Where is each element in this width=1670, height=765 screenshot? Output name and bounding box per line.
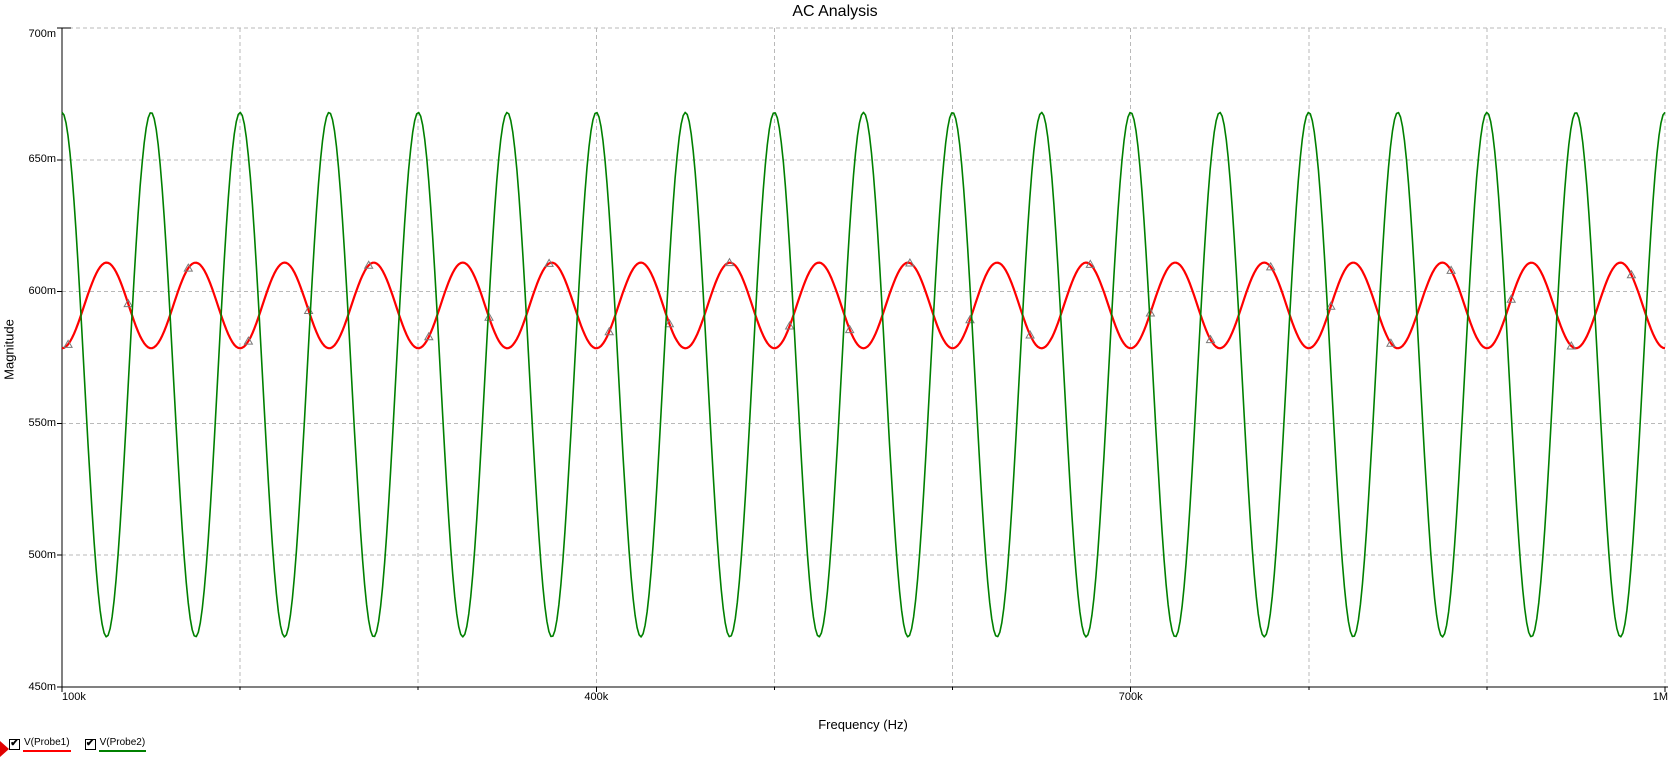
trace-legend: ✔ V(Probe1) ✔ V(Probe2) — [9, 737, 147, 752]
chart-title: AC Analysis — [792, 3, 878, 20]
y-tick-label: 500m — [28, 548, 56, 561]
y-tick-label: 550m — [28, 416, 56, 429]
legend-item: ✔ V(Probe2) — [84, 737, 147, 752]
y-tick-label: 450m — [28, 680, 56, 693]
trace-point-markers — [63, 257, 1637, 350]
x-tick-label: 700k — [1118, 691, 1143, 703]
trace-visibility-checkbox[interactable]: ✔ — [9, 738, 20, 750]
y-tick-label: 700m — [28, 28, 56, 40]
x-tick-label: 100k — [62, 691, 86, 703]
trace-label[interactable]: V(Probe1) — [23, 737, 71, 752]
trace-visibility-checkbox[interactable]: ✔ — [84, 738, 96, 750]
trace-label[interactable]: V(Probe2) — [98, 737, 147, 752]
x-tick-label: 1M — [1652, 691, 1668, 703]
active-trace-arrow-icon — [0, 741, 9, 757]
y-tick-label: 650m — [28, 153, 56, 166]
x-tick-label: 400k — [584, 691, 609, 703]
legend-item: ✔ V(Probe1) — [9, 737, 71, 752]
trace-vprobe1 — [61, 261, 1666, 350]
y-axis-title: Magnitude — [1, 319, 17, 380]
trace-vprobe2 — [61, 111, 1666, 638]
y-tick-label: 600m — [28, 285, 56, 298]
x-axis-title: Frequency (Hz) — [818, 717, 908, 732]
